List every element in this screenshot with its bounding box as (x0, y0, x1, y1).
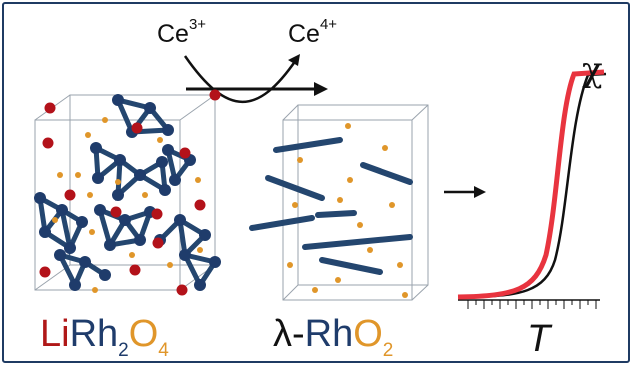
formula-o-subscript: 4 (158, 340, 169, 361)
formula-o-subscript: 2 (382, 340, 394, 361)
formula-o: O (128, 313, 159, 355)
lirh2o4-crystal-structure (34, 89, 221, 296)
plot-x-label-t: T (527, 318, 551, 360)
formula-lambda-rho2: λ-RhO2 (273, 313, 393, 361)
curve-black (469, 72, 607, 299)
product-symbol: Ce (288, 20, 320, 48)
formula-lambda-prefix: λ- (273, 313, 305, 355)
reactant-ion-label: Ce3+ (157, 16, 206, 49)
formula-rh: Rh (304, 313, 354, 355)
formula-rh: Rh (69, 313, 119, 355)
formula-lirh2o4: LiRh2O4 (40, 313, 169, 361)
lambda-rho2-crystal-structure (249, 104, 429, 301)
reactant-symbol: Ce (157, 20, 189, 48)
formula-rh-subscript: 2 (118, 340, 129, 361)
reaction-arrow (183, 54, 328, 104)
figure-frame (2, 2, 630, 363)
susceptibility-plot (457, 69, 607, 309)
plot-y-label-chi: χ (582, 50, 603, 90)
product-ion-label: Ce4+ (288, 16, 337, 49)
reactant-charge: 3+ (188, 16, 207, 33)
transition-arrow (444, 186, 486, 198)
product-charge: 4+ (319, 16, 338, 33)
formula-o: O (353, 313, 383, 355)
curve-red (457, 69, 605, 300)
formula-li: Li (40, 313, 70, 355)
